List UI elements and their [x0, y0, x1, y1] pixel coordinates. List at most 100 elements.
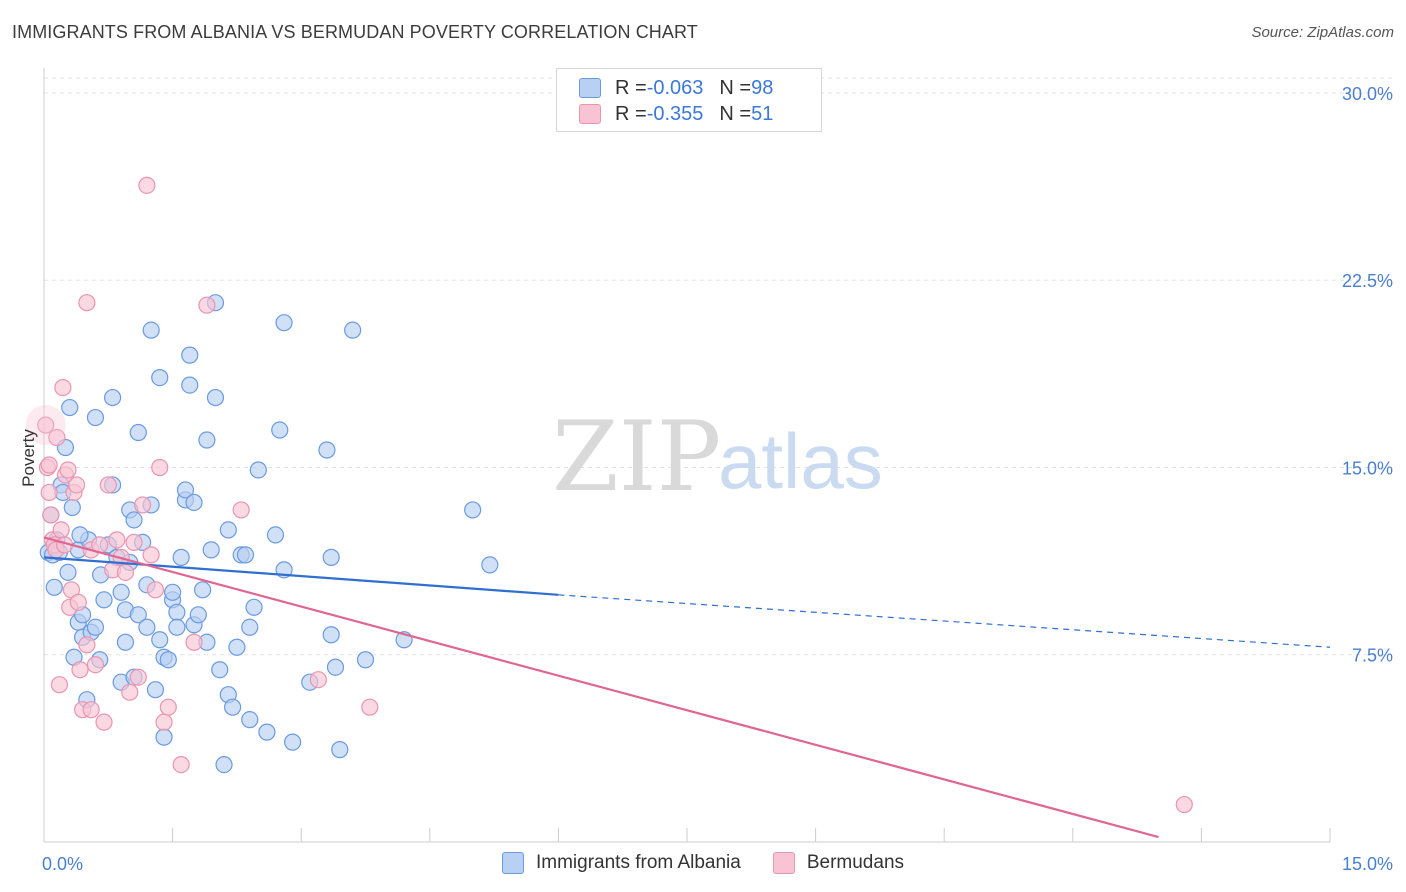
chart-title: IMMIGRANTS FROM ALBANIA VS BERMUDAN POVE… — [12, 22, 698, 42]
albania-point — [258, 723, 276, 741]
albania-point — [318, 441, 336, 459]
bermudans-point — [78, 294, 96, 312]
albania-point — [172, 548, 190, 566]
albania-point — [176, 481, 195, 499]
bermudans-point — [42, 506, 60, 524]
albania-point — [151, 369, 169, 387]
albania-point — [181, 346, 199, 364]
y-tick-label: 15.0% — [1342, 458, 1393, 478]
chart-source: Source: ZipAtlas.com — [1251, 24, 1394, 41]
bermudans-point — [133, 496, 152, 514]
bermudans-point — [232, 501, 250, 519]
legend-n-value: 98 — [751, 76, 774, 99]
albania-point — [206, 388, 225, 407]
series-legend: Immigrants from Albania Bermudans — [0, 852, 1406, 874]
bermudans-point — [40, 456, 58, 474]
albania-point — [103, 388, 122, 407]
albania-point — [61, 398, 79, 417]
albania-point — [142, 321, 160, 339]
series-bermudans — [25, 176, 1193, 814]
grid-lines — [44, 77, 1392, 656]
albania-point — [198, 431, 216, 449]
albania-point — [266, 526, 285, 544]
albania-point — [189, 606, 207, 624]
bermudans-point — [146, 581, 165, 599]
legend-label-albania: Immigrants from Albania — [535, 852, 741, 873]
albania-point — [211, 661, 229, 679]
bermudans-point — [99, 476, 117, 494]
legend-r-label: R = — [615, 76, 647, 99]
albania-point — [45, 578, 63, 596]
legend-item-bermudans[interactable]: Bermudans — [772, 852, 904, 874]
albania-point — [146, 681, 165, 699]
albania-point — [95, 591, 113, 609]
bermudans-point — [59, 461, 77, 479]
x-tick-label: 15.0% — [1342, 854, 1393, 874]
y-axis-label: Poverty — [19, 429, 38, 487]
watermark-zip: ZIP — [552, 401, 721, 513]
legend-r-label: R = — [615, 102, 647, 125]
bermudans-point — [52, 521, 70, 539]
albania-point — [241, 711, 259, 729]
albania-point — [129, 423, 147, 442]
bermudans-point — [82, 701, 100, 719]
bermudans-point — [125, 533, 143, 551]
albania-point — [249, 461, 267, 479]
bermudans-point — [309, 671, 327, 689]
albania-point — [322, 548, 340, 566]
albania-point — [202, 541, 220, 559]
bermudans-point — [54, 378, 72, 397]
albania-point — [86, 618, 105, 636]
albania-point — [245, 598, 263, 616]
bermudans-trend-line — [43, 536, 1159, 839]
albania-point — [63, 498, 81, 517]
legend-swatch-albania — [501, 852, 524, 874]
albania-point — [151, 631, 169, 649]
bermudans-point — [71, 661, 89, 679]
bermudans-point — [48, 428, 66, 447]
bermudans-point — [121, 683, 139, 701]
bermudans-point-large — [25, 405, 66, 446]
albania-point — [59, 563, 77, 581]
albania-point — [275, 314, 293, 332]
albania-point — [168, 603, 186, 621]
albania-point — [112, 583, 130, 601]
bermudans-point — [129, 668, 147, 686]
albania-trend-extension — [558, 594, 1331, 648]
bermudans-point — [69, 593, 87, 611]
legend-row-bermudans: R = -0.355 N = 51 — [579, 101, 773, 127]
y-tick-label: 30.0% — [1342, 84, 1393, 104]
albania-point — [356, 651, 375, 669]
bermudans-point — [361, 698, 379, 716]
albania-point — [322, 626, 340, 644]
albania-point — [236, 546, 255, 564]
bermudans-point — [198, 296, 216, 314]
albania-point — [168, 618, 186, 636]
x-tick-label: 0.0% — [42, 854, 83, 874]
legend-row-albania: R = -0.063 N = 98 — [579, 75, 773, 101]
legend-r-value: -0.063 — [646, 76, 704, 99]
tick-labels: 7.5% 15.0% 22.5% 30.0% 0.0% 15.0% — [42, 84, 1393, 874]
bermudans-point — [151, 458, 169, 477]
albania-trend-line — [43, 556, 559, 596]
legend-item-albania[interactable]: Immigrants from Albania — [501, 852, 741, 874]
bermudans-point — [95, 713, 113, 731]
bermudans-point — [78, 636, 96, 654]
albania-point — [215, 755, 233, 774]
legend-n-label: N = — [719, 102, 752, 125]
bermudans-point — [159, 698, 177, 716]
bermudans-point — [1175, 795, 1193, 814]
bermudans-point — [138, 176, 156, 194]
bermudans-point — [155, 713, 173, 731]
bermudans-point — [116, 563, 135, 581]
albania-point — [116, 633, 135, 651]
albania-point — [481, 556, 499, 574]
legend-swatch-bermudans — [579, 104, 601, 124]
legend-n-value: 51 — [751, 102, 774, 125]
albania-point — [271, 421, 289, 439]
y-tick-label: 7.5% — [1352, 646, 1393, 666]
albania-point — [185, 493, 203, 512]
correlation-legend: R = -0.063 N = 98 R = -0.355 N = 51 — [556, 68, 822, 132]
bermudans-point — [67, 476, 86, 494]
